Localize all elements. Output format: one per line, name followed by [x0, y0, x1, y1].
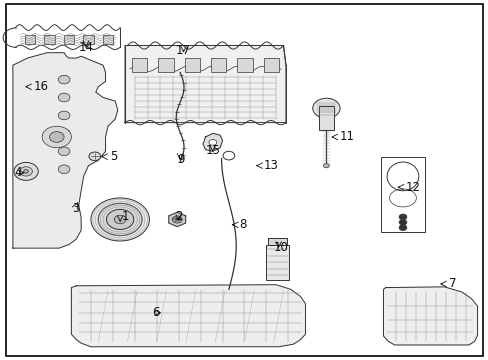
Circle shape: [58, 147, 70, 156]
Text: 4: 4: [14, 166, 22, 179]
Bar: [210, 58, 226, 72]
Polygon shape: [203, 134, 222, 151]
Circle shape: [58, 75, 70, 84]
Circle shape: [398, 214, 406, 220]
Bar: [102, 35, 113, 44]
Circle shape: [58, 165, 70, 174]
Text: 14: 14: [79, 41, 93, 54]
Text: 13: 13: [264, 159, 278, 172]
Bar: [158, 58, 173, 72]
Circle shape: [106, 210, 134, 229]
Bar: [63, 35, 74, 44]
Text: 12: 12: [405, 181, 420, 194]
Bar: [237, 58, 252, 72]
Text: 6: 6: [152, 306, 159, 319]
Circle shape: [172, 216, 182, 223]
Circle shape: [208, 139, 216, 145]
Circle shape: [98, 203, 142, 235]
Text: 9: 9: [177, 153, 184, 166]
Bar: [132, 58, 147, 72]
Polygon shape: [168, 212, 185, 226]
Text: 16: 16: [34, 80, 49, 93]
Circle shape: [312, 98, 339, 118]
Circle shape: [42, 126, 71, 148]
Bar: [83, 35, 94, 44]
Text: 8: 8: [239, 218, 246, 231]
Circle shape: [398, 225, 406, 230]
Text: 3: 3: [72, 202, 80, 215]
Text: 15: 15: [205, 144, 220, 157]
Circle shape: [398, 220, 406, 225]
Bar: [265, 246, 289, 279]
Text: 1: 1: [121, 211, 128, 224]
Polygon shape: [383, 287, 477, 345]
Bar: [184, 58, 200, 72]
Circle shape: [14, 162, 38, 180]
Bar: [44, 35, 55, 44]
Circle shape: [58, 111, 70, 120]
Circle shape: [23, 170, 28, 173]
Text: 2: 2: [175, 211, 182, 224]
Circle shape: [58, 129, 70, 138]
Circle shape: [114, 215, 126, 224]
Circle shape: [49, 132, 64, 142]
Bar: [318, 107, 333, 130]
Polygon shape: [71, 285, 305, 347]
Polygon shape: [125, 45, 285, 123]
Polygon shape: [13, 53, 118, 248]
Circle shape: [323, 163, 329, 168]
Circle shape: [58, 93, 70, 102]
Bar: [263, 58, 279, 72]
Text: 17: 17: [176, 44, 191, 57]
Bar: [268, 238, 286, 246]
Text: 5: 5: [110, 150, 118, 163]
Circle shape: [20, 167, 32, 176]
Text: 10: 10: [273, 241, 288, 254]
Bar: [24, 35, 35, 44]
Circle shape: [89, 152, 101, 161]
Text: 11: 11: [339, 130, 354, 144]
Text: 7: 7: [448, 278, 456, 291]
Circle shape: [91, 198, 149, 241]
Bar: [380, 157, 424, 232]
